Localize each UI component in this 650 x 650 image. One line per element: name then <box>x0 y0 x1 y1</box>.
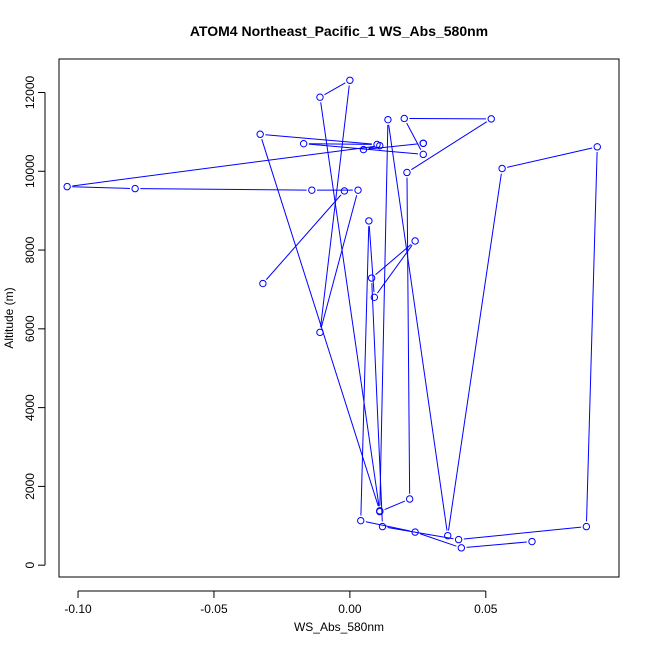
data-point <box>63 182 71 191</box>
data-point <box>316 93 324 101</box>
series-segment <box>368 146 375 149</box>
series-segment <box>375 243 412 276</box>
data-point <box>365 217 373 225</box>
data-point <box>370 293 379 302</box>
data-point <box>376 507 384 516</box>
series-segment <box>320 85 350 328</box>
x-axis-label: WS_Abs_580nm <box>294 620 384 634</box>
series-segment <box>388 124 448 531</box>
y-tick-label: 6000 <box>23 315 37 342</box>
data-point <box>593 143 601 151</box>
y-tick-label: 10000 <box>23 154 37 188</box>
data-point <box>340 187 349 195</box>
y-axis-label: Altitude (m) <box>2 287 16 348</box>
series-segment <box>324 82 346 96</box>
data-point <box>419 150 427 159</box>
data-point <box>582 522 591 531</box>
series-segment <box>406 177 411 494</box>
series-segment <box>320 102 380 507</box>
x-tick-label: 0.05 <box>474 602 498 616</box>
series-segment <box>384 500 406 511</box>
series-segment <box>261 139 379 507</box>
series-segment <box>72 145 375 187</box>
series-segment <box>379 124 389 506</box>
data-point <box>256 130 264 138</box>
data-point <box>457 544 466 552</box>
data-point <box>444 531 452 540</box>
data-point <box>498 164 506 173</box>
x-tick-label: -0.05 <box>200 602 228 616</box>
data-point <box>384 115 392 124</box>
y-tick-label: 12000 <box>23 75 37 109</box>
data-point <box>403 168 411 177</box>
data-point <box>259 279 267 288</box>
series-segment <box>406 122 422 150</box>
x-tick-label: 0.00 <box>338 602 362 616</box>
data-point <box>316 328 324 337</box>
data-point <box>308 186 316 194</box>
series-segment <box>360 226 370 516</box>
data-point <box>359 145 368 154</box>
series-segment <box>265 134 372 145</box>
data-point <box>346 76 354 84</box>
y-tick-label: 8000 <box>23 236 37 263</box>
data-point <box>454 535 463 544</box>
y-tick-label: 0 <box>23 562 37 569</box>
data-point <box>299 139 308 148</box>
chart-title: ATOM4 Northeast_Pacific_1 WS_Abs_580nm <box>190 23 488 39</box>
data-point <box>357 516 365 525</box>
data-point <box>400 114 408 123</box>
data-point <box>411 528 419 536</box>
series-segment <box>365 521 411 532</box>
data-point <box>376 141 384 150</box>
plot-frame <box>58 58 620 578</box>
y-axis: 0 2000 4000 6000 8000 10000 12000 <box>23 75 46 569</box>
series-segment <box>72 186 130 189</box>
series-segment <box>368 143 419 150</box>
series-segment <box>411 121 488 171</box>
data-point <box>411 237 419 245</box>
data-point <box>487 115 495 123</box>
x-axis: -0.10 -0.05 0.00 0.05 <box>64 590 498 616</box>
data-point <box>528 537 536 546</box>
series-segment <box>320 195 358 328</box>
y-tick-label: 4000 <box>23 394 37 421</box>
series-segment <box>265 194 342 280</box>
data-point <box>405 495 414 503</box>
data-point <box>131 184 139 193</box>
data-point <box>419 139 427 147</box>
series-2 <box>259 187 349 288</box>
x-tick-label: -0.10 <box>64 602 92 616</box>
series-segment <box>507 147 593 168</box>
data-point <box>378 522 387 531</box>
series-segment <box>419 533 457 547</box>
series-segment <box>308 143 372 145</box>
series-segment <box>466 541 527 548</box>
data-point <box>367 274 376 282</box>
series-segment <box>463 526 582 540</box>
series-segment <box>376 244 413 294</box>
series-segment <box>586 152 598 522</box>
series-segment <box>387 526 454 540</box>
series-segment <box>140 188 307 191</box>
data-series <box>63 76 601 552</box>
series-segment <box>448 173 502 531</box>
y-tick-label: 2000 <box>23 473 37 500</box>
data-point <box>354 186 362 194</box>
series-1 <box>63 76 601 552</box>
